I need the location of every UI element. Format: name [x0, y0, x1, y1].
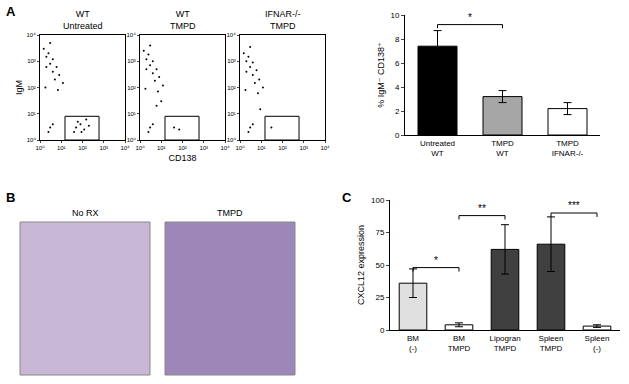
- svg-text:10⁴: 10⁴: [27, 32, 37, 38]
- svg-text:10³: 10³: [99, 145, 108, 151]
- svg-text:10²: 10²: [227, 85, 236, 91]
- svg-text:TMPDIFNAR-/-: TMPDIFNAR-/-: [552, 139, 584, 158]
- svg-text:CD138: CD138: [168, 153, 196, 163]
- svg-text:75: 75: [375, 228, 384, 237]
- svg-text:TMPDWT: TMPDWT: [491, 139, 514, 158]
- svg-text:0: 0: [380, 326, 385, 335]
- svg-text:50: 50: [375, 261, 384, 270]
- svg-text:10³: 10³: [299, 145, 308, 151]
- svg-text:BM(-): BM(-): [407, 334, 419, 353]
- svg-text:8: 8: [395, 35, 400, 44]
- svg-text:10¹: 10¹: [257, 145, 266, 151]
- svg-text:0: 0: [395, 131, 400, 140]
- svg-text:10⁰: 10⁰: [27, 137, 37, 143]
- svg-text:10⁴: 10⁴: [120, 145, 130, 151]
- svg-text:10⁴: 10⁴: [220, 145, 230, 151]
- svg-text:CXCL12 expression: CXCL12 expression: [356, 225, 366, 305]
- svg-text:10¹: 10¹: [157, 145, 166, 151]
- svg-text:10²: 10²: [27, 85, 36, 91]
- svg-text:*: *: [434, 255, 438, 266]
- svg-text:100: 100: [371, 196, 385, 205]
- svg-text:C: C: [342, 190, 352, 205]
- svg-text:10²: 10²: [178, 145, 187, 151]
- svg-text:10⁴: 10⁴: [127, 32, 137, 38]
- svg-text:10²: 10²: [78, 145, 87, 151]
- svg-text:10⁴: 10⁴: [320, 145, 330, 151]
- svg-text:10³: 10³: [27, 58, 36, 64]
- svg-text:IFNAR-/-TMPD: IFNAR-/-TMPD: [265, 9, 301, 31]
- svg-text:10³: 10³: [127, 58, 136, 64]
- svg-text:25: 25: [375, 293, 384, 302]
- svg-text:10⁰: 10⁰: [135, 145, 145, 151]
- svg-text:10³: 10³: [227, 58, 236, 64]
- svg-text:WTTMPD: WTTMPD: [170, 9, 196, 31]
- svg-text:6: 6: [395, 59, 400, 68]
- svg-text:10⁴: 10⁴: [227, 32, 237, 38]
- svg-text:**: **: [478, 203, 486, 214]
- svg-text:IgM: IgM: [14, 80, 24, 95]
- svg-text:10⁰: 10⁰: [127, 137, 137, 143]
- svg-text:A: A: [6, 4, 16, 19]
- svg-text:% IgM⁻ CD138⁺: % IgM⁻ CD138⁺: [376, 42, 386, 108]
- svg-text:10: 10: [390, 11, 399, 20]
- svg-text:UntreatedWT: UntreatedWT: [420, 139, 455, 158]
- svg-text:10⁰: 10⁰: [35, 145, 45, 151]
- svg-text:10¹: 10¹: [57, 145, 66, 151]
- svg-text:***: ***: [568, 200, 580, 211]
- svg-text:Spleen(-): Spleen(-): [585, 334, 610, 353]
- svg-text:WTUntreated: WTUntreated: [63, 9, 103, 31]
- svg-text:4: 4: [395, 83, 400, 92]
- svg-text:2: 2: [395, 107, 400, 116]
- svg-text:10²: 10²: [127, 85, 136, 91]
- svg-text:10¹: 10¹: [127, 111, 136, 117]
- svg-text:10³: 10³: [199, 145, 208, 151]
- svg-text:*: *: [468, 12, 472, 23]
- svg-text:B: B: [6, 190, 15, 205]
- svg-text:10²: 10²: [278, 145, 287, 151]
- svg-text:10¹: 10¹: [27, 111, 36, 117]
- svg-text:BMTMPD: BMTMPD: [448, 334, 471, 353]
- svg-text:10⁰: 10⁰: [235, 145, 245, 151]
- svg-text:TMPD: TMPD: [217, 208, 243, 218]
- svg-text:LipogranTMPD: LipogranTMPD: [489, 334, 520, 353]
- svg-text:10⁰: 10⁰: [227, 137, 237, 143]
- svg-text:SpleenTMPD: SpleenTMPD: [539, 334, 564, 353]
- svg-text:No RX: No RX: [72, 208, 99, 218]
- svg-text:10¹: 10¹: [227, 111, 236, 117]
